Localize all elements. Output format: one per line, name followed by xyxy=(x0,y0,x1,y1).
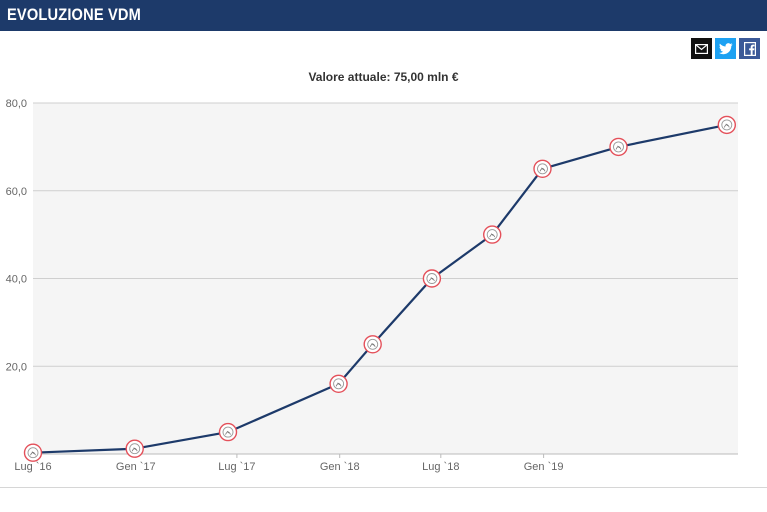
x-tick-label: Lug `17 xyxy=(218,461,255,473)
facebook-icon xyxy=(743,41,756,56)
twitter-icon xyxy=(718,42,732,54)
data-point-marker xyxy=(23,443,43,462)
bottom-divider xyxy=(0,487,767,488)
data-point-marker xyxy=(329,374,348,393)
header-bar: EVOLUZIONE VDM xyxy=(0,0,767,31)
y-tick-label: 80,0 xyxy=(6,98,27,110)
chart-subtitle: Valore attuale: 75,00 mln € xyxy=(308,70,459,84)
data-point-marker xyxy=(218,422,238,442)
x-tick-label: Gen `19 xyxy=(524,461,564,473)
data-point-marker xyxy=(363,335,382,354)
x-tick-label: Lug `18 xyxy=(422,461,459,473)
chart-svg: 20,0 40,0 60,0 80,0 Lug `16 Gen `17 Lug `17 Gen… xyxy=(6,98,738,473)
y-tick-label: 60,0 xyxy=(6,186,27,198)
y-tick-label: 20,0 xyxy=(6,361,27,373)
series-line xyxy=(32,123,728,454)
data-point-marker xyxy=(717,115,736,135)
share-facebook-button[interactable] xyxy=(739,38,760,59)
share-mail-button[interactable] xyxy=(691,38,712,59)
x-tick-label: Lug `16 xyxy=(14,461,51,473)
data-point-marker xyxy=(483,225,502,244)
mail-icon xyxy=(695,43,708,54)
share-twitter-button[interactable] xyxy=(715,38,736,59)
x-tick-label: Gen `18 xyxy=(320,461,360,473)
share-buttons xyxy=(691,38,760,59)
data-point-marker xyxy=(609,137,628,157)
y-tick-label: 40,0 xyxy=(6,274,27,286)
section-title: EVOLUZIONE VDM xyxy=(7,5,141,24)
data-point-marker xyxy=(422,269,442,288)
x-tick-label: Gen `17 xyxy=(116,461,156,473)
data-point-marker xyxy=(125,439,144,458)
data-point-marker xyxy=(533,159,552,179)
market-value-chart: 20,0 40,0 60,0 80,0 Lug `16 Gen `17 Lug `17 Gen… xyxy=(0,92,767,492)
